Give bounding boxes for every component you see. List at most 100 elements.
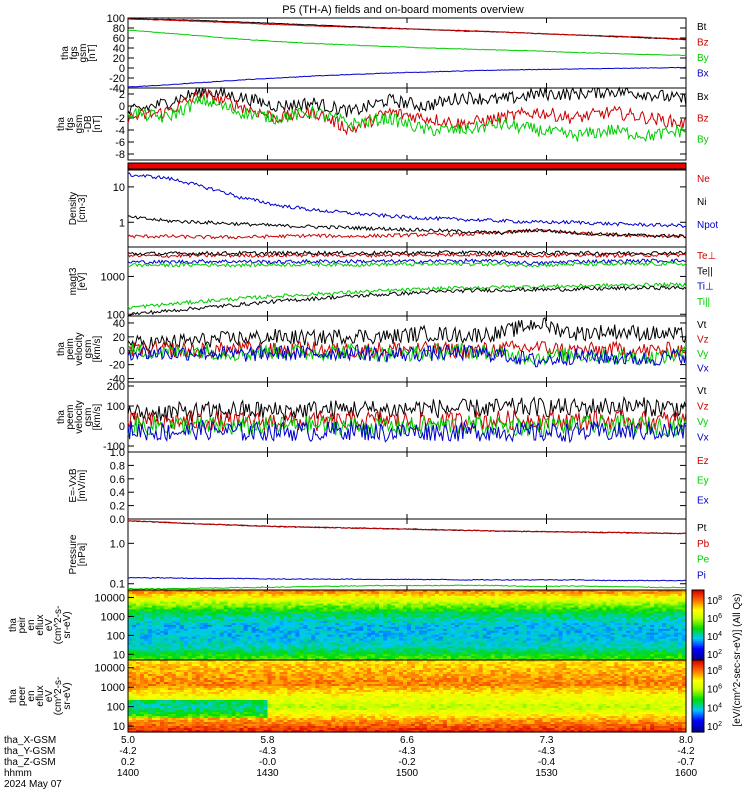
heatmap-cell	[263, 652, 269, 655]
heatmap-cell	[510, 591, 516, 595]
heatmap-cell	[247, 601, 253, 605]
heatmap-cell	[638, 621, 643, 624]
heatmap-cell	[419, 644, 424, 647]
heatmap-cell	[128, 642, 133, 645]
heatmap-cell	[335, 623, 340, 626]
heatmap-cell	[311, 634, 316, 638]
heatmap-cell	[526, 597, 532, 601]
heatmap-cell	[199, 611, 205, 614]
heatmap-cell	[598, 623, 603, 626]
heatmap-cell	[606, 607, 611, 610]
heatmap-cell	[662, 609, 667, 612]
heatmap-cell	[207, 623, 213, 626]
heatmap-cell	[598, 644, 603, 647]
heatmap-cell	[534, 593, 540, 597]
heatmap-cell	[602, 619, 607, 622]
heatmap-cell	[315, 599, 320, 603]
heatmap-cell	[179, 646, 185, 649]
heatmap-cell	[411, 654, 416, 657]
heatmap-cell	[331, 638, 336, 642]
heatmap-cell	[415, 605, 420, 609]
heatmap-cell	[299, 634, 304, 638]
heatmap-cell	[594, 621, 599, 624]
heatmap-cell	[239, 619, 245, 622]
heatmap-cell	[478, 638, 484, 642]
heatmap-cell	[247, 638, 253, 642]
heatmap-cell	[335, 638, 340, 642]
heatmap-cell	[175, 634, 181, 638]
heatmap-cell	[159, 650, 165, 653]
heatmap-cell	[383, 607, 388, 610]
heatmap-cell	[255, 590, 261, 593]
heatmap-cell	[203, 597, 209, 601]
heatmap-cell	[682, 652, 687, 655]
heatmap-cell	[546, 617, 552, 620]
heatmap-cell	[654, 603, 659, 607]
heatmap-cell	[140, 597, 145, 601]
heatmap-cell	[351, 593, 356, 597]
heatmap-cell	[634, 601, 639, 605]
heatmap-cell	[311, 597, 316, 601]
heatmap-cell	[454, 646, 460, 649]
heatmap-cell	[331, 642, 336, 645]
heatmap-cell	[395, 623, 400, 626]
heatmap-cell	[594, 652, 599, 655]
heatmap-cell	[466, 617, 472, 620]
panel-electron-velocity: 2001000-100thapeemvelocitygsm[km/s]VtVzV…	[56, 381, 709, 453]
heatmap-cell	[399, 593, 404, 597]
heatmap-cell	[490, 611, 496, 614]
heatmap-cell	[490, 597, 496, 601]
heatmap-cell	[267, 632, 273, 636]
heatmap-cell	[506, 595, 512, 599]
heatmap-cell	[422, 590, 428, 593]
heatmap-cell	[335, 590, 340, 593]
heatmap-cell	[359, 607, 364, 610]
heatmap-cell	[598, 605, 603, 609]
heatmap-cell	[231, 599, 237, 603]
heatmap-cell	[175, 638, 181, 642]
heatmap-cell	[454, 605, 460, 609]
heatmap-cell	[570, 609, 575, 612]
heatmap-cell	[566, 646, 571, 649]
heatmap-cell	[630, 605, 635, 609]
heatmap-cell	[151, 613, 157, 616]
heatmap-cell	[526, 636, 532, 640]
heatmap-cell	[514, 591, 520, 595]
heatmap-cell	[243, 617, 249, 620]
heatmap-cell	[638, 646, 643, 649]
heatmap-cell	[263, 613, 269, 616]
heatmap-cell	[658, 636, 663, 640]
heatmap-cell	[526, 615, 532, 618]
heatmap-cell	[522, 601, 528, 605]
heatmap-cell	[283, 593, 288, 597]
heatmap-cell	[674, 634, 679, 638]
heatmap-cell	[626, 615, 631, 618]
heatmap-cell	[343, 650, 348, 653]
heatmap-cell	[211, 640, 217, 644]
heatmap-cell	[438, 603, 444, 607]
heatmap-cell	[383, 638, 388, 642]
heatmap-cell	[155, 628, 161, 632]
heatmap-cell	[259, 654, 265, 657]
heatmap-cell	[147, 630, 153, 634]
heatmap-cell	[140, 625, 145, 628]
heatmap-cell	[566, 640, 571, 644]
heatmap-cell	[602, 646, 607, 649]
heatmap-cell	[151, 626, 157, 630]
heatmap-cell	[215, 642, 221, 645]
heatmap-cell	[403, 601, 408, 605]
heatmap-cell	[163, 628, 169, 632]
heatmap-cell	[558, 603, 564, 607]
heatmap-cell	[151, 591, 157, 595]
legend-entry: Vx	[697, 364, 709, 375]
heatmap-cell	[486, 590, 492, 593]
heatmap-cell	[255, 646, 261, 649]
heatmap-cell	[223, 590, 229, 593]
heatmap-cell	[474, 632, 480, 636]
heatmap-cell	[411, 621, 416, 624]
heatmap-cell	[498, 613, 504, 616]
heatmap-cell	[295, 632, 300, 636]
heatmap-cell	[582, 593, 587, 597]
heatmap-cell	[510, 632, 516, 636]
